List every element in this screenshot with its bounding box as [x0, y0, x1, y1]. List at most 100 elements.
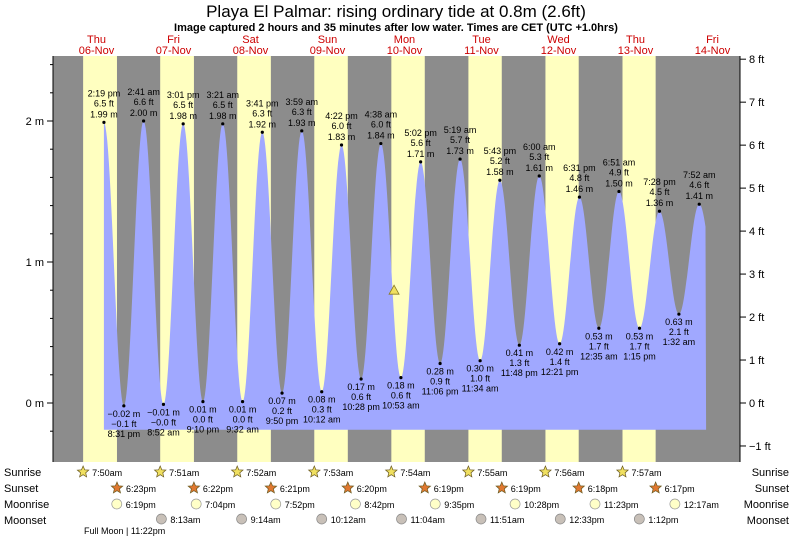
chart-subtitle: Image captured 2 hours and 35 minutes af… [174, 22, 618, 34]
day-label-date: 10-Nov [387, 45, 423, 57]
extreme-point [419, 160, 423, 164]
sunset-icon [572, 481, 586, 494]
day-label-dow: Thu [87, 34, 106, 46]
low-tide-metres: −0.02 m [107, 409, 140, 419]
row-label-moonrise-left: Moonrise [4, 499, 49, 511]
current-level-triangle [388, 284, 400, 295]
row-label-moonrise-right: Moonrise [744, 499, 789, 511]
row-label-sunset-left: Sunset [4, 483, 38, 495]
high-tide-metres: 1.36 m [646, 198, 674, 208]
high-tide-time: 5:43 pm [484, 146, 517, 156]
extreme-point [379, 141, 383, 146]
right-tick-label: 3 ft [749, 269, 764, 281]
high-tide-feet: 6.3 ft [292, 107, 313, 117]
extreme-point [498, 178, 502, 182]
sunset-icon [418, 481, 432, 494]
day-label-dow: Sat [242, 34, 259, 46]
extreme-point [617, 189, 621, 194]
high-tide-metres: 1.73 m [446, 146, 474, 156]
high-tide-feet: 6.0 ft [332, 121, 353, 131]
moon-phase-note: Full Moon | 11:22pm [84, 526, 165, 536]
low-tide-feet: 1.3 ft [509, 358, 530, 368]
left-tick-label: 1 m [26, 257, 44, 269]
low-tide-time: 8:31 pm [108, 429, 141, 439]
low-tide-time: 10:28 pm [342, 402, 380, 412]
day-label-dow: Tue [472, 34, 491, 46]
low-tide-time: 8:52 am [147, 427, 180, 437]
high-tide-time: 3:59 am [286, 97, 319, 107]
high-tide-time: 2:41 am [127, 87, 160, 97]
low-tide-time: 9:32 am [226, 425, 259, 435]
moonrise-time: 12:17am [684, 500, 719, 510]
moonset-icon [316, 513, 328, 525]
low-tide-feet: 0.0 ft [233, 415, 254, 425]
low-tide-metres: 0.53 m [585, 331, 613, 341]
moonrise-time: 11:23pm [604, 500, 638, 510]
high-tide-metres: 1.71 m [407, 149, 435, 159]
moonrise-icon [509, 498, 521, 510]
right-tick-label: 5 ft [749, 183, 764, 195]
sunset-time: 6:19pm [511, 484, 541, 494]
day-label-date: 07-Nov [156, 45, 192, 57]
high-tide-time: 6:51 am [603, 158, 636, 168]
high-tide-feet: 6.0 ft [371, 120, 392, 130]
low-tide-time: 11:34 am [462, 384, 499, 394]
sunset-time: 6:20pm [357, 484, 387, 494]
sunrise-icon [230, 465, 244, 478]
extreme-point [221, 122, 225, 126]
high-tide-metres: 1.84 m [367, 131, 395, 141]
sunset-icon [341, 481, 355, 494]
low-tide-metres: 0.18 m [387, 381, 415, 391]
extreme-point [339, 143, 344, 147]
moonset-time: 11:51am [490, 515, 524, 525]
low-tide-feet: 0.2 ft [272, 406, 293, 416]
sunrise-time: 7:50am [92, 468, 122, 478]
row-label-sunrise-right: Sunrise [752, 467, 789, 479]
high-tide-feet: 4.8 ft [569, 173, 590, 183]
sunrise-time: 7:53am [323, 468, 353, 478]
extreme-point [201, 399, 205, 404]
high-tide-metres: 2.00 m [130, 108, 158, 118]
moonrise-time: 9:35pm [444, 500, 474, 510]
low-tide-feet: −0.0 ft [151, 417, 177, 427]
extreme-point [478, 359, 482, 363]
day-label-date: 11-Nov [464, 45, 499, 57]
moonset-time: 10:12am [331, 515, 366, 525]
right-tick-label: 1 ft [749, 355, 764, 367]
extreme-point [438, 361, 442, 366]
sunrise-time: 7:57am [632, 468, 662, 478]
high-tide-feet: 6.6 ft [134, 97, 155, 107]
extreme-point [102, 120, 106, 125]
moonrise-icon [669, 498, 681, 510]
high-tide-feet: 5.3 ft [529, 152, 550, 162]
sunrise-time: 7:54am [400, 468, 430, 478]
high-tide-metres: 1.98 m [209, 111, 237, 121]
day-label-date: 08-Nov [233, 45, 269, 57]
tide-area [103, 121, 707, 430]
axes: 0 m 1 m 2 m −1 ft 0 ft 1 ft 2 ft 3 ft 4 ft 5 ft 6 … [26, 54, 771, 462]
left-tick-label: 0 m [26, 398, 44, 410]
tide-curve [103, 121, 707, 430]
low-tide-feet: 1.7 ft [629, 341, 650, 351]
low-tide-metres: 0.63 m [665, 317, 693, 327]
high-tide-feet: 4.9 ft [609, 168, 630, 178]
right-tick-label: −1 ft [749, 441, 771, 453]
moonrise-icon [589, 498, 601, 510]
moonset-icon [236, 513, 247, 525]
high-tide-metres: 1.61 m [525, 163, 553, 173]
high-tide-time: 3:01 pm [167, 90, 200, 100]
high-tide-feet: 6.5 ft [213, 100, 234, 110]
low-tide-metres: 0.07 m [268, 396, 296, 406]
low-tide-feet: 2.1 ft [669, 327, 690, 337]
low-tide-time: 9:50 pm [266, 416, 299, 426]
moonrise-icon [111, 498, 123, 510]
extreme-point [677, 312, 681, 316]
sunset-icon [649, 481, 663, 494]
sunrise-time: 7:55am [477, 468, 507, 478]
extreme-point [161, 402, 166, 407]
sunrise-time: 7:51am [169, 468, 199, 478]
high-tide-metres: 1.83 m [328, 132, 356, 142]
row-label-moonset-left: Moonset [4, 515, 46, 527]
extreme-point [260, 130, 264, 134]
low-tide-feet: 1.7 ft [589, 341, 610, 351]
